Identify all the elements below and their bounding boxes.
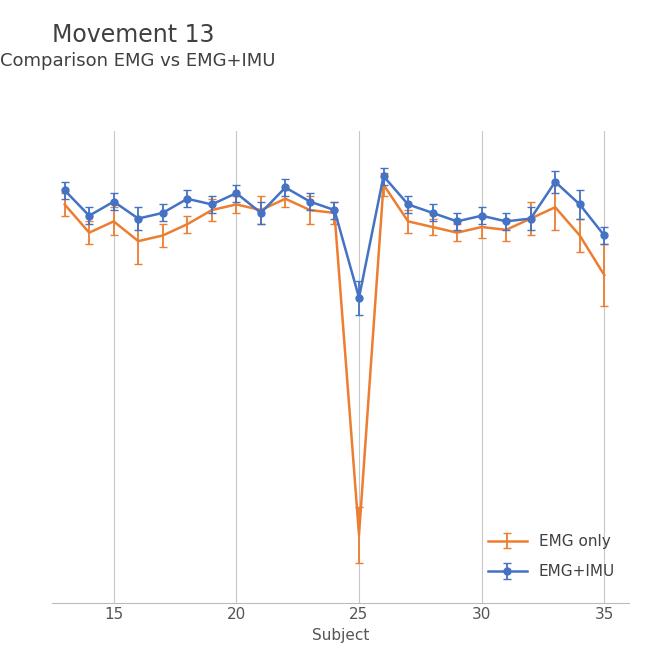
Legend: EMG only, EMG+IMU: EMG only, EMG+IMU — [482, 528, 621, 586]
Text: Comparison EMG vs EMG+IMU: Comparison EMG vs EMG+IMU — [0, 52, 276, 70]
X-axis label: Subject: Subject — [312, 628, 369, 643]
Text: Movement 13: Movement 13 — [52, 23, 215, 47]
